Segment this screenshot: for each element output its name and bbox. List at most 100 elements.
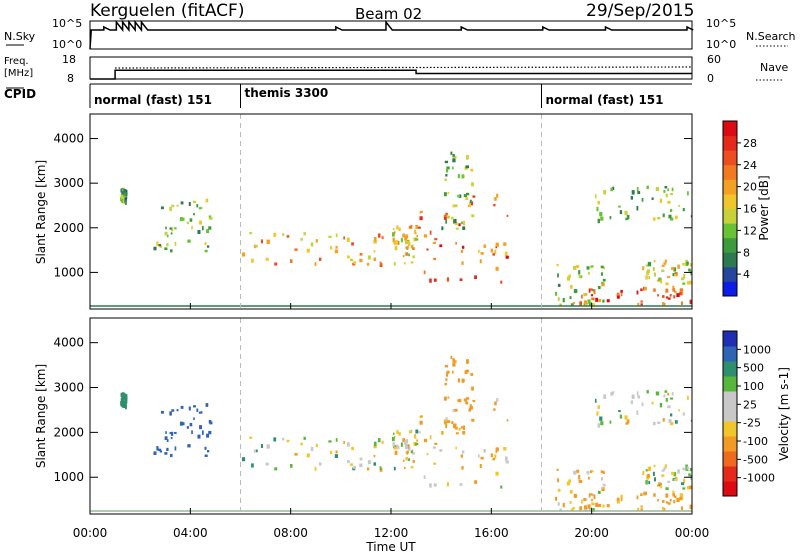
power-echo-4 <box>496 193 499 198</box>
power-echo-1 <box>169 206 172 212</box>
freq-frame <box>89 56 693 80</box>
power-echo-5 <box>452 158 456 163</box>
velocity-echo-1 <box>181 422 185 426</box>
velocity-echo-8 <box>670 413 673 417</box>
power-echo-4 <box>478 249 480 253</box>
velocity-echo-0 <box>124 401 127 407</box>
power-echo-4 <box>461 245 465 249</box>
power-echo-2 <box>353 261 356 265</box>
power-echo-6 <box>557 283 561 287</box>
velocity-echo-1 <box>193 405 196 408</box>
power-echo-7 <box>616 294 620 299</box>
power-echo-7 <box>591 297 595 301</box>
power-echo-3 <box>413 229 417 234</box>
power-echo-8 <box>659 198 663 203</box>
velocity-echo-1 <box>165 431 167 434</box>
velocity-echo-4 <box>433 483 437 487</box>
velocity-echo-3 <box>396 444 399 449</box>
velocity-echo-6 <box>557 488 561 492</box>
power-echo-9 <box>689 280 692 285</box>
power-echo-4 <box>500 280 503 284</box>
power-echo-1 <box>165 226 167 230</box>
velocity-echo-8 <box>687 395 689 400</box>
time-x-axis: 00:00 04:00 08:00 12:00 16:00 20:00 00:00 <box>73 303 709 540</box>
velocity-echo-7 <box>653 493 656 497</box>
power-echo-9 <box>688 268 691 272</box>
power-echo-9 <box>673 267 677 272</box>
power-cbar-swatch <box>723 281 737 297</box>
power-echo-2 <box>373 237 377 242</box>
velocity-echo-8 <box>669 397 674 400</box>
velocity-echo-3 <box>391 436 395 442</box>
power-echo-1 <box>170 227 174 232</box>
power-echo-5 <box>452 154 455 157</box>
power-echo-0 <box>124 194 128 199</box>
power-echo-7 <box>606 299 610 303</box>
velocity-echo-5 <box>455 426 458 430</box>
xtick-label: 08:00 <box>273 526 308 540</box>
velocity-cbar-tick-label: -1000 <box>743 472 775 485</box>
power-echo-4 <box>434 238 438 241</box>
power-echo-1 <box>153 246 157 251</box>
velocity-echo-5 <box>463 398 467 402</box>
power-echo-9 <box>672 285 675 289</box>
power-echo-2 <box>306 248 310 253</box>
power-echo-8 <box>687 191 689 196</box>
velocity-echo-8 <box>610 392 613 396</box>
velocity-echo-1 <box>197 434 201 439</box>
power-echo-1 <box>169 227 172 230</box>
velocity-echo-5 <box>452 362 456 367</box>
power-echo-1 <box>196 204 199 208</box>
velocity-y-axis: 1000 2000 3000 4000 <box>53 336 692 484</box>
xtick-label: 04:00 <box>173 526 208 540</box>
beam-label: Beam 02 <box>355 5 422 23</box>
power-echo-9 <box>685 259 688 262</box>
power-echo-4 <box>461 261 464 265</box>
velocity-echo-4 <box>504 456 508 461</box>
power-echo-8 <box>652 217 656 221</box>
velocity-echo-4 <box>443 419 447 423</box>
power-echo-8 <box>678 204 680 207</box>
velocity-echo-3 <box>392 442 395 447</box>
velocity-echo-7 <box>637 507 640 512</box>
velocity-echo-9 <box>687 485 691 490</box>
velocity-echo-2 <box>359 457 363 461</box>
power-echo-7 <box>620 289 623 293</box>
power-echo-9 <box>664 259 667 263</box>
velocity-echo-9 <box>663 467 667 470</box>
power-cbar-swatch <box>723 223 737 239</box>
velocity-echo-3 <box>415 429 419 434</box>
velocity-echo-2 <box>343 440 345 445</box>
velocity-echo-4 <box>490 453 494 458</box>
power-echo-3 <box>404 262 406 265</box>
power-echo-0 <box>123 192 126 196</box>
velocity-echo-9 <box>671 471 675 475</box>
power-echo-3 <box>407 242 411 246</box>
velocity-echo-1 <box>174 431 177 434</box>
velocity-echo-2 <box>373 454 376 458</box>
velocity-echo-1 <box>209 421 213 425</box>
power-echo-0 <box>121 188 125 192</box>
velocity-echo-3 <box>404 466 406 470</box>
velocity-echo-9 <box>646 474 651 478</box>
power-echo-4 <box>474 275 478 280</box>
freq-tick-top: 18 <box>62 53 76 66</box>
power-echo-6 <box>573 288 577 294</box>
power-echo-7 <box>636 290 639 295</box>
velocity-echo-1 <box>193 417 195 420</box>
power-echo-2 <box>286 235 290 238</box>
velocity-echo-7 <box>640 505 643 508</box>
power-echo-3 <box>412 247 415 250</box>
velocity-echo-5 <box>465 369 469 373</box>
velocity-echo-4 <box>445 417 448 420</box>
velocity-echo-8 <box>665 398 668 402</box>
power-echo-7 <box>669 294 672 297</box>
cpid-segments: normal (fast) 151 themis 3300 normal (fa… <box>89 84 664 108</box>
velocity-echo-1 <box>188 406 191 411</box>
power-echo-2 <box>346 237 350 242</box>
power-echo-8 <box>636 186 639 192</box>
power-echo-1 <box>208 226 212 230</box>
power-echo-5 <box>444 160 449 164</box>
power-echo-2 <box>367 255 371 260</box>
power-echo-9 <box>646 270 650 275</box>
